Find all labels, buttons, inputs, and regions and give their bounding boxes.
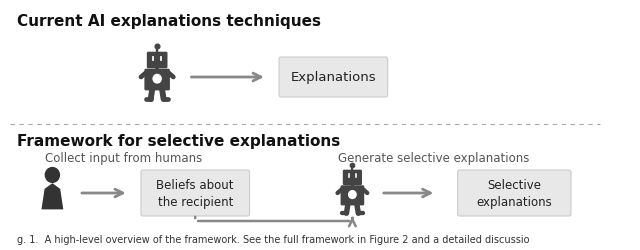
FancyBboxPatch shape [147, 52, 168, 69]
FancyBboxPatch shape [340, 186, 364, 206]
Text: Selective
explanations: Selective explanations [476, 178, 552, 208]
FancyBboxPatch shape [141, 170, 250, 216]
Circle shape [349, 191, 356, 199]
FancyBboxPatch shape [145, 70, 170, 91]
Text: Current AI explanations techniques: Current AI explanations techniques [17, 14, 321, 29]
Polygon shape [42, 184, 63, 210]
Circle shape [153, 75, 161, 84]
FancyBboxPatch shape [343, 170, 362, 186]
Text: Explanations: Explanations [291, 71, 376, 84]
Text: Generate selective explanations: Generate selective explanations [338, 152, 529, 164]
Text: Collect input from humans: Collect input from humans [45, 152, 202, 164]
FancyBboxPatch shape [279, 58, 388, 98]
Text: Framework for selective explanations: Framework for selective explanations [17, 134, 340, 148]
Text: g. 1.  A high-level overview of the framework. See the full framework in Figure : g. 1. A high-level overview of the frame… [17, 234, 530, 244]
FancyBboxPatch shape [458, 170, 571, 216]
Circle shape [45, 168, 60, 182]
Text: Beliefs about
the recipient: Beliefs about the recipient [157, 178, 234, 208]
